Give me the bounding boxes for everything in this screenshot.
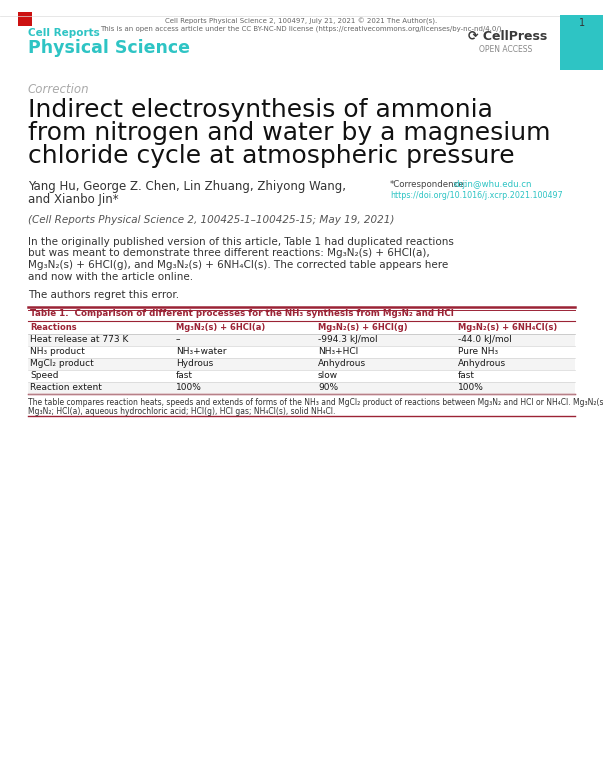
Text: Reaction extent: Reaction extent <box>30 383 102 392</box>
Text: Heat release at 773 K: Heat release at 773 K <box>30 335 128 344</box>
Bar <box>28 370 575 382</box>
Text: Mg₃N₂; HCl(a), aqueous hydrochloric acid; HCl(g), HCl gas; NH₄Cl(s), solid NH₄Cl: Mg₃N₂; HCl(a), aqueous hydrochloric acid… <box>28 407 335 416</box>
Text: –: – <box>176 335 180 344</box>
Text: -994.3 kJ/mol: -994.3 kJ/mol <box>318 335 377 344</box>
Bar <box>28 346 575 358</box>
Text: 100%: 100% <box>176 383 202 392</box>
Text: Hydrous: Hydrous <box>176 359 213 368</box>
Text: https://doi.org/10.1016/j.xcrp.2021.100497: https://doi.org/10.1016/j.xcrp.2021.1004… <box>390 191 563 200</box>
Text: This is an open access article under the CC BY-NC-ND license (https://creativeco: This is an open access article under the… <box>99 26 504 33</box>
Text: and now with the article online.: and now with the article online. <box>28 272 193 282</box>
Bar <box>28 358 575 370</box>
Text: Pure NH₃: Pure NH₃ <box>458 347 498 356</box>
Text: NH₃ product: NH₃ product <box>30 347 85 356</box>
Text: NH₃+water: NH₃+water <box>176 347 227 356</box>
Bar <box>28 334 575 346</box>
Text: -44.0 kJ/mol: -44.0 kJ/mol <box>458 335 512 344</box>
Bar <box>28 382 575 394</box>
Text: and Xianbo Jin*: and Xianbo Jin* <box>28 193 119 206</box>
Text: Yang Hu, George Z. Chen, Lin Zhuang, Zhiyong Wang,: Yang Hu, George Z. Chen, Lin Zhuang, Zhi… <box>28 180 346 193</box>
Text: Indirect electrosynthesis of ammonia: Indirect electrosynthesis of ammonia <box>28 98 493 122</box>
Text: slow: slow <box>318 371 338 380</box>
Text: Anhydrous: Anhydrous <box>458 359 506 368</box>
Text: Physical Science: Physical Science <box>28 39 190 57</box>
Text: OPEN ACCESS: OPEN ACCESS <box>479 45 532 54</box>
Text: 90%: 90% <box>318 383 338 392</box>
Text: MgCl₂ product: MgCl₂ product <box>30 359 93 368</box>
Bar <box>560 15 603 70</box>
Text: Anhydrous: Anhydrous <box>318 359 366 368</box>
Text: Table 1.  Comparison of different processes for the NH₃ synthesis from Mg₃N₂ and: Table 1. Comparison of different process… <box>30 309 454 318</box>
Text: Mg₃N₂(s) + 6NH₄Cl(s): Mg₃N₂(s) + 6NH₄Cl(s) <box>458 323 557 332</box>
Text: Reactions: Reactions <box>30 323 77 332</box>
Text: xbjin@whu.edu.cn: xbjin@whu.edu.cn <box>453 180 532 189</box>
Text: (Cell Reports Physical Science 2, 100425-1–100425-15; May 19, 2021): (Cell Reports Physical Science 2, 100425… <box>28 215 394 225</box>
Text: from nitrogen and water by a magnesium: from nitrogen and water by a magnesium <box>28 121 551 145</box>
Text: *Correspondence:: *Correspondence: <box>390 180 467 189</box>
Text: fast: fast <box>176 371 193 380</box>
Bar <box>18 12 32 26</box>
Text: The table compares reaction heats, speeds and extends of forms of the NH₃ and Mg: The table compares reaction heats, speed… <box>28 398 603 407</box>
Text: Mg₃N₂(s) + 6HCl(g): Mg₃N₂(s) + 6HCl(g) <box>318 323 408 332</box>
Text: 1: 1 <box>579 18 585 28</box>
Text: In the originally published version of this article, Table 1 had duplicated reac: In the originally published version of t… <box>28 237 454 247</box>
Text: Mg₃N₂(s) + 6HCl(g), and Mg₃N₂(s) + 6NH₄Cl(s). The corrected table appears here: Mg₃N₂(s) + 6HCl(g), and Mg₃N₂(s) + 6NH₄C… <box>28 260 448 270</box>
Text: Mg₃N₂(s) + 6HCl(a): Mg₃N₂(s) + 6HCl(a) <box>176 323 265 332</box>
Text: Speed: Speed <box>30 371 58 380</box>
Text: Cell Reports Physical Science 2, 100497, July 21, 2021 © 2021 The Author(s).: Cell Reports Physical Science 2, 100497,… <box>165 18 438 25</box>
Text: but was meant to demonstrate three different reactions: Mg₃N₂(s) + 6HCl(a),: but was meant to demonstrate three diffe… <box>28 248 430 258</box>
Text: chloride cycle at atmospheric pressure: chloride cycle at atmospheric pressure <box>28 144 514 168</box>
Text: NH₃+HCl: NH₃+HCl <box>318 347 358 356</box>
Text: Cell Reports: Cell Reports <box>28 28 99 38</box>
Text: fast: fast <box>458 371 475 380</box>
Text: Correction: Correction <box>28 83 90 96</box>
Text: ⟳ CellPress: ⟳ CellPress <box>468 30 548 43</box>
Text: The authors regret this error.: The authors regret this error. <box>28 290 179 300</box>
Text: 100%: 100% <box>458 383 484 392</box>
